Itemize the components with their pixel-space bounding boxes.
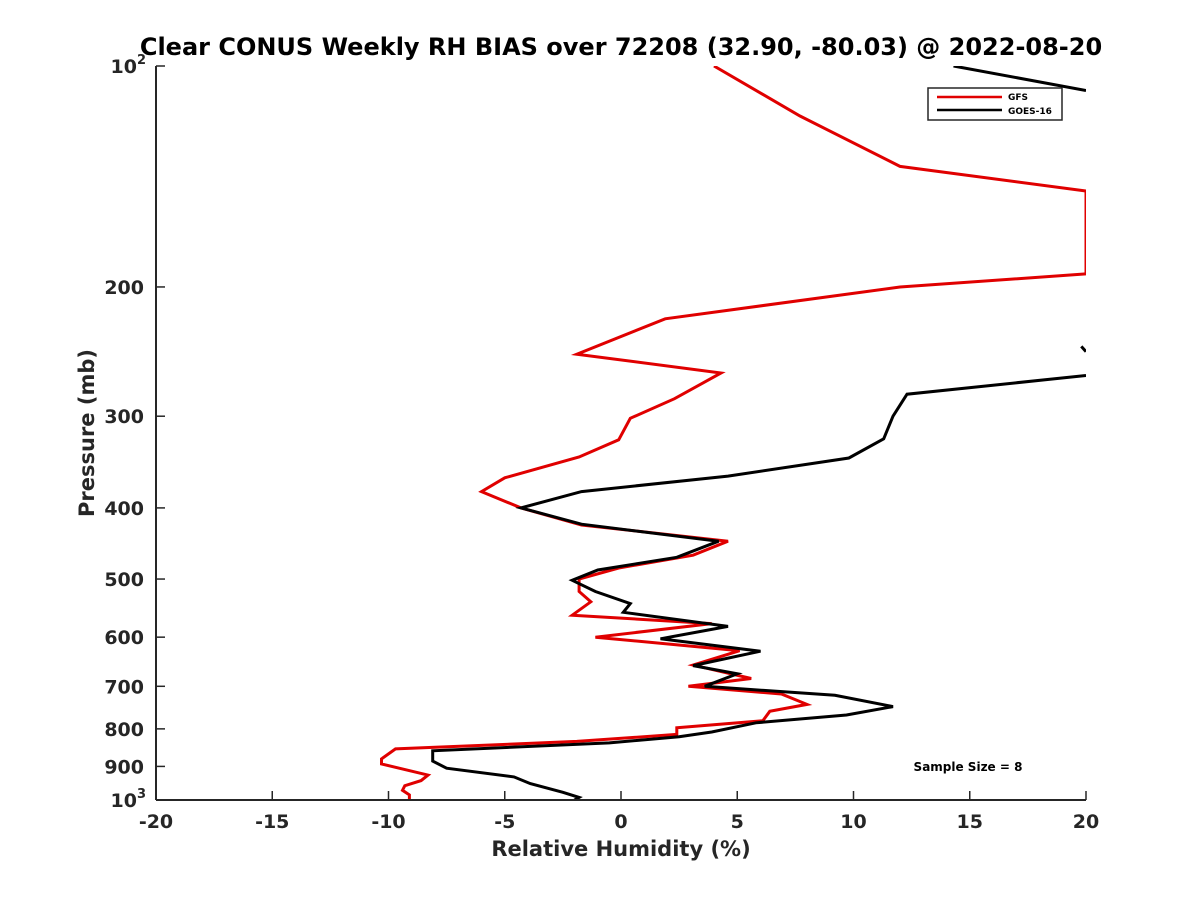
x-tick-label: -15 (255, 811, 289, 833)
x-tick-label: 15 (957, 811, 983, 833)
legend-box (927, 87, 1063, 121)
y-tick-label: 900 (104, 756, 144, 778)
x-tick-label: 10 (840, 811, 866, 833)
y-tick-label: 700 (104, 676, 144, 698)
y-tick-label: 400 (104, 498, 144, 520)
x-tick-label: 20 (1073, 811, 1099, 833)
x-axis-label: Relative Humidity (%) (491, 837, 750, 861)
y-axis-label: Pressure (mb) (75, 349, 99, 517)
y-tick-label: 300 (104, 406, 144, 428)
x-tick-label: 0 (614, 811, 627, 833)
x-tick-label: -20 (139, 811, 173, 833)
series-line-gfs (380, 66, 1086, 800)
y-tick-label: 200 (104, 277, 144, 299)
x-tick-label: -5 (494, 811, 515, 833)
y-ticks: 102 200 300 400 500 600 700 800 900 103 (104, 53, 165, 812)
legend-label-goes16: GOES-16 (1008, 107, 1052, 117)
chart-title: Clear CONUS Weekly RH BIAS over 72208 (3… (140, 33, 1102, 61)
series-line-goes16 (431, 66, 1086, 800)
series-layer (380, 66, 1086, 800)
y-tick-label: 800 (104, 719, 144, 741)
y-tick-label: 500 (104, 569, 144, 591)
x-tick-label: -10 (371, 811, 405, 833)
legend-label-gfs: GFS (1008, 93, 1028, 103)
y-tick-label: 102 (111, 53, 147, 78)
x-tick-label: 5 (731, 811, 744, 833)
sample-size-annotation: Sample Size = 8 (914, 760, 1023, 774)
y-tick-label: 103 (111, 787, 147, 812)
y-tick-label: 600 (104, 627, 144, 649)
x-ticks: -20 -15 -10 -5 0 5 10 15 20 (139, 791, 1099, 833)
legend: GFS GOES-16 (927, 87, 1063, 121)
